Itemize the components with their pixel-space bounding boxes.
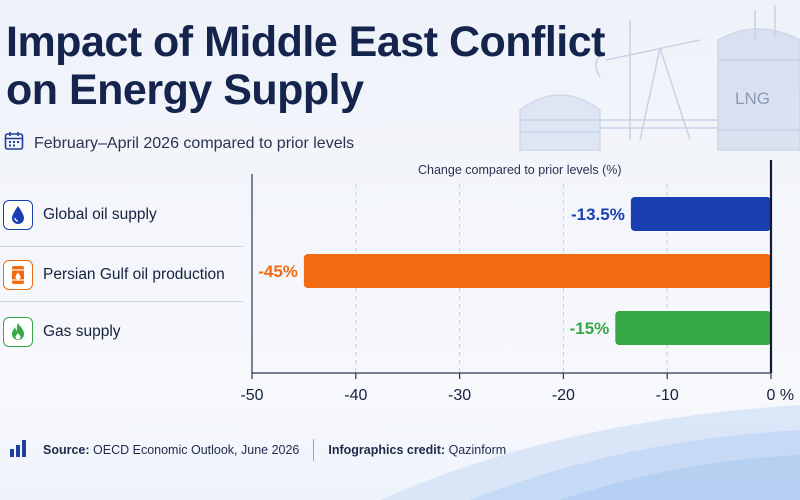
axis-title: Change compared to prior levels (%) — [418, 163, 622, 177]
bar-value-label: -45% — [258, 262, 298, 281]
credit-label: Infographics credit: — [328, 443, 446, 457]
credit-value: Qazinform — [448, 443, 507, 457]
source-value: OECD Economic Outlook, June 2026 — [93, 443, 300, 457]
footer: Source: OECD Economic Outlook, June 2026… — [0, 430, 800, 470]
bar — [615, 311, 771, 345]
subtitle-row: February–April 2026 compared to prior le… — [4, 131, 354, 156]
x-tick-label: 0 — [767, 387, 776, 404]
footer-divider — [313, 439, 315, 461]
bar-value-label: -13.5% — [571, 205, 625, 224]
page-title: Impact of Middle East Conflict on Energy… — [6, 18, 606, 114]
flame-icon — [3, 317, 33, 347]
x-unit-label: % — [780, 387, 794, 404]
x-tick-label: -50 — [240, 387, 263, 404]
row-label: Gas supply — [43, 323, 121, 340]
calendar-icon — [4, 131, 24, 156]
source-label: Source: — [43, 443, 90, 457]
x-tick-label: -20 — [552, 387, 575, 404]
x-tick-label: -40 — [344, 387, 367, 404]
subtitle: February–April 2026 compared to prior le… — [34, 134, 355, 152]
row-global-oil-supply: Global oil supply — [0, 186, 243, 244]
oil-drop-icon — [3, 200, 33, 230]
row-gas-supply: Gas supply — [0, 303, 243, 361]
x-tick-label: -10 — [656, 387, 679, 404]
row-label: Persian Gulf oil production — [43, 266, 225, 283]
tank-label: LNG — [735, 89, 770, 108]
bar — [303, 254, 771, 288]
credit-text: Infographics credit: Qazinform — [328, 443, 506, 457]
row-label: Global oil supply — [43, 206, 157, 223]
row-divider — [0, 246, 243, 247]
source-text: Source: OECD Economic Outlook, June 2026 — [43, 443, 299, 457]
x-tick-label: -30 — [448, 387, 471, 404]
row-divider — [0, 301, 243, 302]
chart-icon — [9, 438, 27, 463]
row-persian-gulf-oil-production: Persian Gulf oil production — [0, 246, 243, 304]
bar-value-label: -15% — [570, 319, 610, 338]
bar — [630, 197, 771, 231]
oil-barrel-icon — [3, 260, 33, 290]
